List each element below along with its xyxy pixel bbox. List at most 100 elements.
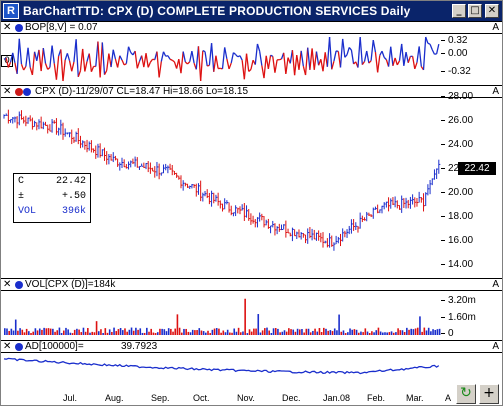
bop-line-segment [411, 56, 416, 69]
quote-info-box: C 22.42 ± +.50 VOL 396k [13, 173, 91, 223]
bop-line-segment [232, 52, 237, 56]
bop-line-segment [392, 57, 396, 66]
bop-y-axis: 0.32 0.00 -0.32 [441, 34, 501, 84]
bop-line-segment [235, 54, 239, 58]
volume-bar [298, 329, 301, 335]
bop-line-segment [47, 66, 51, 70]
volume-bar [124, 328, 126, 335]
price-tick: 28.00 [441, 91, 501, 102]
refresh-button[interactable]: ↻ [456, 384, 476, 404]
volume-bar [73, 329, 76, 335]
bop-line-segment [167, 55, 171, 60]
bop-close-icon[interactable]: ✕ [3, 22, 12, 33]
volume-bar [373, 332, 375, 335]
volume-bar [266, 327, 268, 335]
volume-bar [43, 327, 45, 335]
ad-close-icon[interactable]: ✕ [3, 341, 12, 352]
volume-bar [292, 329, 295, 335]
volume-close-icon[interactable]: ✕ [3, 279, 12, 290]
volume-bar [423, 327, 426, 335]
volume-bar [76, 328, 78, 335]
volume-bar [205, 332, 207, 335]
bop-line-segment [383, 56, 387, 61]
volume-bar [156, 332, 159, 335]
minimize-button[interactable]: _ [452, 4, 466, 18]
bop-line-segment [418, 46, 422, 67]
volume-bar [80, 332, 83, 335]
bop-line-segment [123, 63, 127, 66]
volume-bar [71, 333, 74, 335]
volume-bar [347, 332, 349, 335]
bop-line-segment [431, 49, 436, 55]
bop-line-segment [145, 53, 149, 68]
volume-bar [242, 331, 244, 335]
bop-line-segment [416, 46, 420, 63]
volume-bar [170, 328, 172, 335]
volume-bar [87, 328, 89, 335]
volume-bar [113, 327, 115, 335]
volume-bar [47, 328, 50, 335]
volume-bar [117, 329, 120, 335]
bop-line-segment [226, 58, 230, 70]
volume-bar [277, 328, 279, 335]
add-button[interactable]: + [479, 384, 499, 404]
volume-bar [36, 330, 39, 335]
volume-bar [159, 328, 161, 335]
volume-bar [399, 330, 402, 335]
volume-bar [419, 316, 421, 335]
bop-line-segment [366, 50, 370, 64]
bop-line-segment [20, 64, 25, 71]
bop-line-segment [88, 53, 93, 72]
bop-line-segment [300, 50, 304, 67]
volume-bar [23, 332, 26, 335]
volume-bar [154, 333, 157, 335]
bop-line-segment [407, 56, 412, 63]
bop-line-segment [331, 60, 335, 70]
volume-bar [89, 332, 91, 335]
volume-bar [309, 332, 312, 335]
app-logo-icon: R [3, 3, 19, 19]
bop-line-segment [259, 51, 263, 66]
title-bar[interactable]: R BarChartTTD: CPX (D) COMPLETE PRODUCTI… [1, 1, 502, 21]
volume-bar [290, 329, 292, 335]
volume-bar [261, 330, 264, 335]
price-close-icon[interactable]: ✕ [3, 86, 12, 97]
volume-bar [104, 328, 107, 335]
volume-bar [10, 328, 13, 335]
bop-line-segment [348, 47, 352, 51]
price-header: ✕ CPX (D)-11/29/07 CL=18.47 Hi=18.66 Lo=… [1, 85, 502, 98]
month-label: Sep. [151, 393, 170, 403]
bop-line-segment [101, 42, 106, 75]
volume-bar [41, 329, 43, 335]
month-label: A [445, 393, 452, 403]
close-button[interactable]: ✕ [485, 4, 499, 18]
bop-line-segment [357, 36, 361, 68]
bop-line-segment [313, 51, 318, 70]
volume-corner-label[interactable]: A [492, 279, 499, 290]
bop-line-segment [16, 38, 20, 74]
bop-line-segment [171, 59, 175, 63]
last-price-tag: 22.42 [458, 162, 496, 175]
bop-corner-label[interactable]: A [492, 22, 499, 33]
price-tick: 20.00 [441, 187, 501, 198]
volume-bar [106, 332, 109, 335]
bop-line-segment [189, 51, 193, 62]
bop-line-segment [99, 42, 103, 78]
ad-corner-label[interactable]: A [492, 341, 499, 352]
bop-line-segment [405, 51, 409, 63]
volume-bar [93, 332, 96, 335]
volume-bar [364, 328, 367, 335]
volume-bar [14, 319, 17, 335]
maximize-button[interactable]: □ [468, 4, 482, 18]
bop-line-segment [149, 58, 154, 63]
volume-bar [128, 329, 131, 335]
volume-bar [4, 328, 6, 335]
bop-line-segment [291, 50, 296, 76]
volume-bar [312, 330, 314, 335]
volume-bar [209, 333, 211, 335]
bop-line-segment [339, 38, 344, 68]
bop-line-segment [134, 51, 138, 69]
bop-line-segment [103, 70, 108, 75]
month-label: Oct. [193, 393, 210, 403]
volume-bar [406, 327, 408, 335]
